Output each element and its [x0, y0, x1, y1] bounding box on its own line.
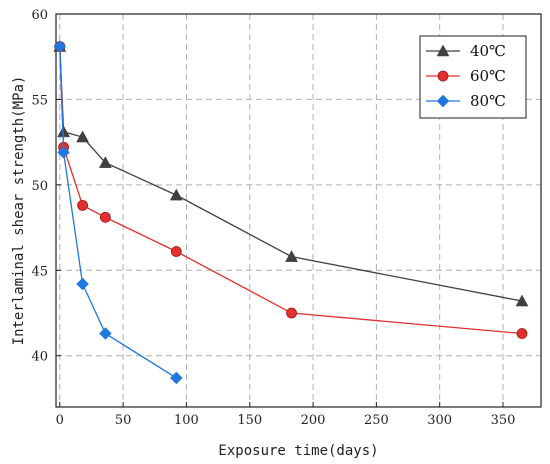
data-point: [98, 156, 112, 168]
x-tick-label: 350: [491, 413, 516, 428]
data-point: [76, 130, 90, 143]
data-point: [169, 188, 183, 201]
series-2: [53, 40, 183, 385]
x-tick-label: 0: [56, 413, 64, 428]
data-point: [57, 146, 70, 159]
legend-marker: [437, 70, 449, 82]
plot-frame: [55, 13, 542, 408]
legend-item-2: 80℃: [426, 92, 506, 110]
x-axis-title: Exposure time(days): [218, 443, 378, 459]
legend-box: [419, 35, 527, 119]
data-point: [53, 40, 67, 53]
y-tick-label: 55: [31, 93, 48, 108]
legend-label: 40℃: [470, 42, 506, 60]
data-point: [515, 294, 529, 307]
legend-label: 60℃: [470, 67, 506, 85]
legend-item-0: 40℃: [426, 42, 506, 60]
x-tick-label: 150: [237, 413, 262, 428]
data-point: [286, 307, 297, 319]
data-point: [77, 199, 88, 211]
legend-label: 80℃: [470, 92, 506, 110]
data-point: [76, 277, 89, 291]
y-tick-label: 45: [31, 264, 48, 279]
legend: 40℃ 60℃ 80℃: [419, 35, 527, 119]
x-tick-label: 100: [174, 413, 199, 428]
x-tick-label: 50: [115, 413, 132, 428]
legend-marker: [436, 44, 450, 57]
data-point: [170, 246, 182, 257]
data-point: [169, 371, 183, 385]
x-tick-label: 250: [364, 413, 389, 428]
data-point: [99, 211, 111, 223]
y-tick-label: 40: [31, 350, 48, 365]
data-point: [99, 327, 112, 340]
data-point: [516, 328, 528, 339]
data-point: [285, 250, 298, 262]
legend-marker: [436, 94, 450, 108]
series-layer: [53, 39, 529, 385]
y-tick-label: 50: [31, 179, 48, 194]
axis-ticks: 0 50 100 150 200 250 300 350 40 45 50 55 60: [31, 8, 515, 428]
x-tick-label: 300: [427, 413, 452, 428]
legend-item-1: 60℃: [426, 67, 506, 85]
series-line: [59, 46, 177, 379]
y-axis-title: Interlaminal shear strength(MPa): [11, 76, 27, 346]
x-tick-label: 200: [301, 413, 326, 428]
y-tick-label: 60: [31, 8, 48, 23]
